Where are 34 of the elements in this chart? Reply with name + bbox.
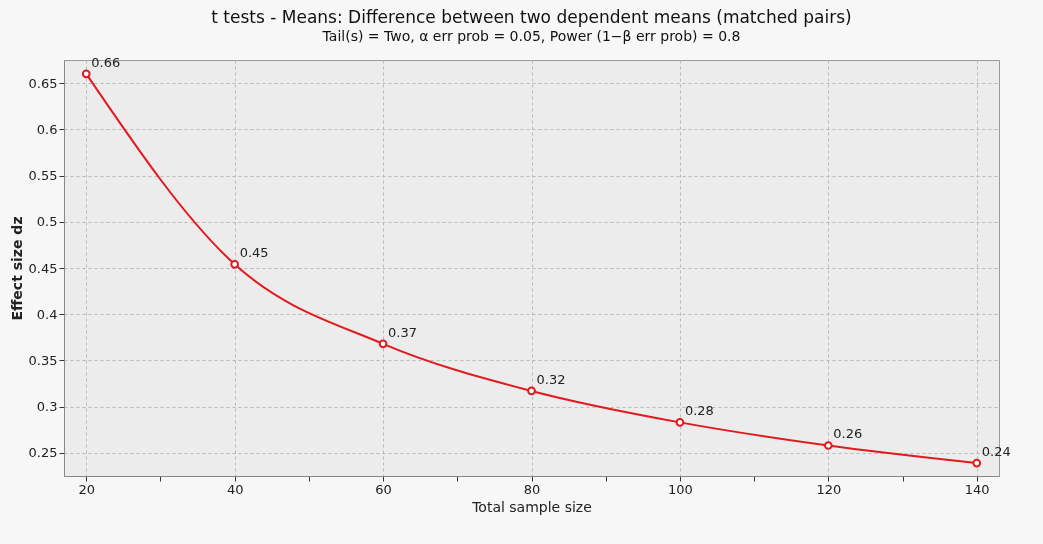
x-tick-label: 20: [78, 481, 96, 497]
y-tick-label: 0.45: [28, 260, 58, 276]
y-tick-label: 0.4: [36, 306, 58, 322]
point: [527, 386, 536, 396]
x-tick-label: 100: [668, 481, 693, 497]
point: [675, 418, 685, 427]
x-tick-label: 120: [816, 481, 842, 497]
y-tick-label: 0.25: [28, 445, 58, 461]
x-tick-label: 80: [523, 481, 541, 497]
data-label: 0.66: [91, 54, 121, 70]
y-axis-title: Effect size dz: [8, 216, 25, 321]
data-label: 0.26: [833, 426, 863, 442]
data-label: 0.37: [388, 324, 418, 340]
point: [823, 441, 833, 450]
y-tick-label: 0.65: [28, 75, 58, 91]
x-tick-label: 40: [226, 481, 244, 497]
x-axis-title: Total sample size: [471, 498, 592, 515]
x-tick-label: 140: [964, 481, 990, 497]
y-tick-label: 0.3: [36, 399, 58, 415]
data-label: 0.28: [684, 403, 714, 419]
point: [81, 69, 91, 79]
point: [972, 458, 982, 468]
data-label: 0.24: [981, 444, 1011, 460]
x-tick-label: 60: [375, 481, 392, 497]
y-tick-label: 0.5: [36, 214, 58, 230]
y-tick-label: 0.55: [28, 168, 58, 184]
point: [378, 339, 388, 349]
y-tick-label: 0.6: [36, 121, 58, 137]
y-tick-label: 0.35: [28, 352, 58, 368]
data-label: 0.45: [239, 245, 269, 261]
chart-subtitle: Tail(s) = Two, α err prob = 0.05, Power (1−β err prob) = 0.8: [321, 27, 741, 44]
data-label: 0.32: [536, 371, 566, 387]
point: [230, 259, 240, 269]
chart-title: t tests - Means: Difference between two dependent means (matched pairs): [211, 6, 852, 27]
